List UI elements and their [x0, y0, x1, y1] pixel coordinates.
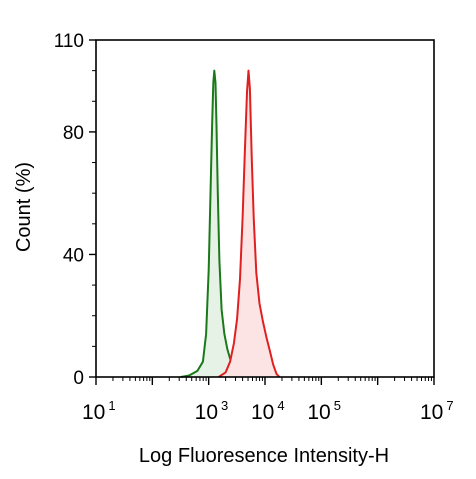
x-tick-marks — [95, 377, 435, 385]
series-2-area — [218, 70, 280, 377]
y-axis-label: Count (%) — [13, 162, 35, 252]
x-tick-labels: 10 1 10 3 10 4 10 5 10 7 — [82, 398, 454, 424]
plot-frame — [95, 39, 435, 378]
y-tick-label: 110 — [54, 31, 84, 52]
y-tick-labels: 0 40 80 110 — [54, 31, 84, 389]
x-tick-label: 10 4 — [251, 398, 285, 424]
y-tick-label: 80 — [63, 123, 84, 144]
y-tick-label: 40 — [63, 245, 84, 266]
x-tick-label: 10 1 — [82, 398, 116, 424]
x-axis-label: Log Fluoresence Intensity-H — [139, 445, 389, 467]
y-tick-marks — [89, 39, 96, 378]
series-1-area — [180, 70, 242, 377]
series-2-line — [218, 69, 281, 378]
x-tick-label: 10 5 — [307, 398, 341, 424]
y-tick-label: 0 — [73, 368, 84, 389]
series-layer — [180, 69, 281, 378]
x-tick-label: 10 7 — [420, 398, 454, 424]
x-tick-label: 10 3 — [195, 398, 229, 424]
